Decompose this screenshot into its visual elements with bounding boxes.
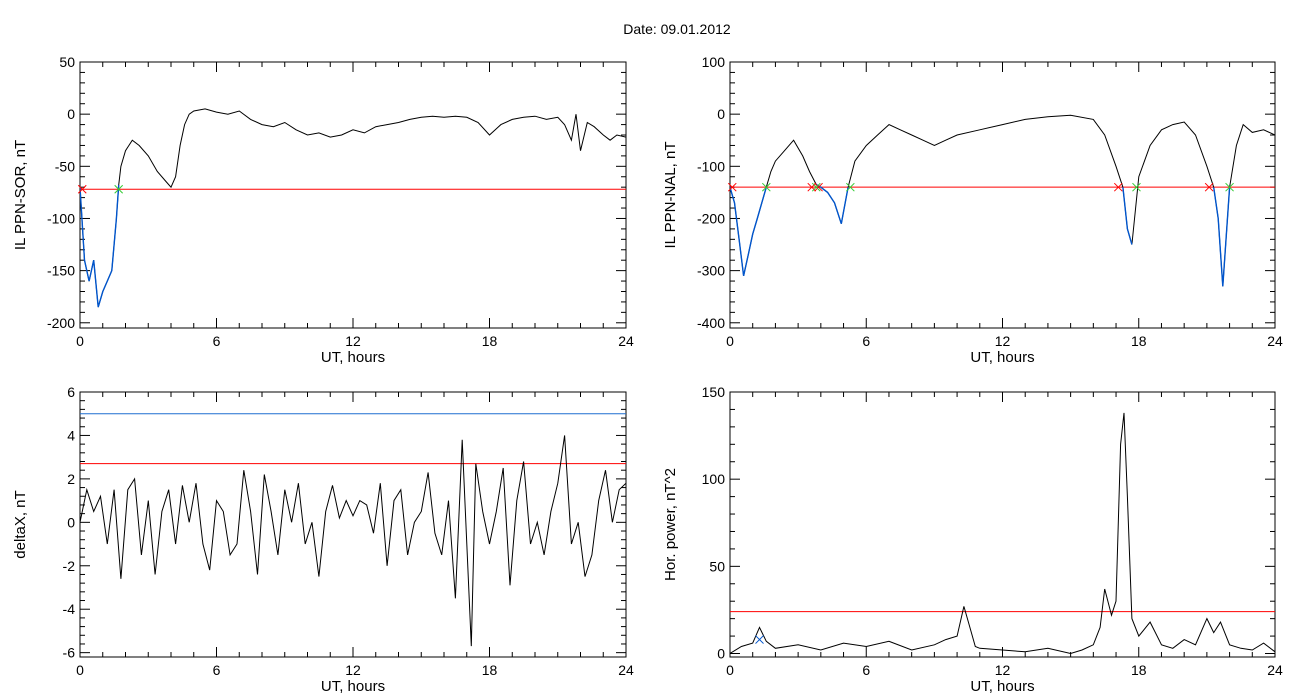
x-tick-label: 12 [995, 333, 1011, 349]
series-line [80, 108, 626, 308]
onset-marker [77, 184, 87, 194]
y-axis-label: deltaX, nT [12, 490, 29, 558]
x-tick-label: 18 [482, 333, 498, 349]
plot-frame [79, 391, 627, 658]
plot-area [80, 413, 626, 647]
plot-frame [79, 61, 627, 329]
x-tick-label: 6 [862, 662, 870, 678]
x-tick-label: 24 [1267, 333, 1283, 349]
onset-marker [755, 635, 764, 644]
x-tick-label: 24 [1267, 662, 1283, 678]
x-axis-label: UT, hours [970, 349, 1034, 366]
y-tick-label: 0 [67, 106, 75, 122]
y-axis-label: IL PPN-NAL, nT [662, 142, 679, 249]
y-tick-label: 100 [702, 54, 726, 70]
y-tick-label: 0 [717, 106, 725, 122]
y-tick-label: -50 [55, 158, 75, 174]
onset-marker [1204, 182, 1214, 192]
x-tick-label: 12 [345, 333, 361, 349]
y-tick-label: 2 [67, 471, 75, 487]
panel-il-ppn-sor: 0 6 12 18 24 50 0 -50 -100 -150 -200 UT, hours IL PP… [12, 54, 634, 366]
plot-frame [729, 391, 1276, 658]
y-axis-label: Hor. power, nT^2 [662, 468, 679, 581]
y-tick-label: -100 [697, 158, 725, 174]
y-tick-label: 100 [702, 471, 726, 487]
figure-title: Date: 09.01.2012 [623, 21, 731, 37]
series-line [730, 114, 1275, 287]
x-tick-label: 6 [862, 333, 870, 349]
x-tick-label: 24 [618, 333, 634, 349]
y-tick-label: -200 [47, 315, 75, 331]
onset-marker [814, 182, 823, 192]
end-marker [1225, 182, 1234, 192]
highlight-segment [80, 185, 120, 308]
y-tick-label: 4 [67, 427, 75, 443]
y-tick-label: -400 [697, 315, 725, 331]
plot-area [730, 114, 1275, 287]
x-tick-label: 0 [726, 333, 734, 349]
plot-frame [729, 61, 1276, 329]
x-tick-label: 12 [995, 662, 1011, 678]
panel-hor-power: 0 6 12 18 24 150 100 50 0 UT, hours Hor. power, nT… [662, 384, 1283, 695]
series-line [730, 412, 1275, 655]
onset-marker [1113, 182, 1123, 192]
y-tick-label: -150 [47, 263, 75, 279]
end-marker [811, 182, 821, 192]
end-marker [1132, 182, 1141, 192]
panel-deltax: 0 6 12 18 24 6 4 2 0 -2 -4 -6 UT, hours deltaX, nT [12, 384, 634, 695]
x-axis-label: UT, hours [321, 678, 385, 695]
y-tick-label: -200 [697, 210, 725, 226]
end-marker [846, 182, 855, 192]
y-tick-label: 0 [717, 646, 725, 662]
x-tick-label: 0 [76, 333, 84, 349]
y-axis-label: IL PPN-SOR, nT [12, 140, 29, 250]
y-tick-label: -100 [47, 210, 75, 226]
y-tick-label: -6 [63, 645, 76, 661]
x-tick-label: 18 [1131, 662, 1147, 678]
y-tick-label: 150 [702, 384, 726, 400]
x-tick-label: 18 [482, 662, 498, 678]
highlight-segment [1213, 187, 1231, 287]
end-marker [114, 184, 124, 194]
panel-il-ppn-nal: 0 6 12 18 24 100 0 -100 -200 -300 -400 UT, hours IL … [662, 54, 1283, 366]
x-tick-label: 0 [76, 662, 84, 678]
y-tick-label: 6 [67, 384, 75, 400]
y-tick-label: -300 [697, 263, 725, 279]
x-tick-label: 18 [1131, 333, 1147, 349]
x-tick-label: 6 [213, 333, 221, 349]
x-tick-label: 24 [618, 662, 634, 678]
x-tick-label: 0 [726, 662, 734, 678]
x-tick-label: 6 [213, 662, 221, 678]
onset-marker [727, 182, 737, 192]
plot-area [80, 108, 626, 308]
y-tick-label: -2 [63, 558, 76, 574]
y-tick-label: 50 [709, 558, 725, 574]
onset-marker [807, 182, 817, 192]
plot-area [730, 412, 1275, 655]
highlight-segment [815, 183, 849, 224]
highlight-segment [1122, 187, 1133, 245]
x-axis-label: UT, hours [970, 678, 1034, 695]
y-tick-label: 0 [67, 514, 75, 530]
x-tick-label: 12 [345, 662, 361, 678]
end-marker [761, 182, 771, 192]
series-line [80, 435, 626, 647]
highlight-segment [730, 187, 767, 276]
y-tick-label: 50 [59, 54, 75, 70]
x-axis-label: UT, hours [321, 349, 385, 366]
y-tick-label: -4 [63, 601, 76, 617]
